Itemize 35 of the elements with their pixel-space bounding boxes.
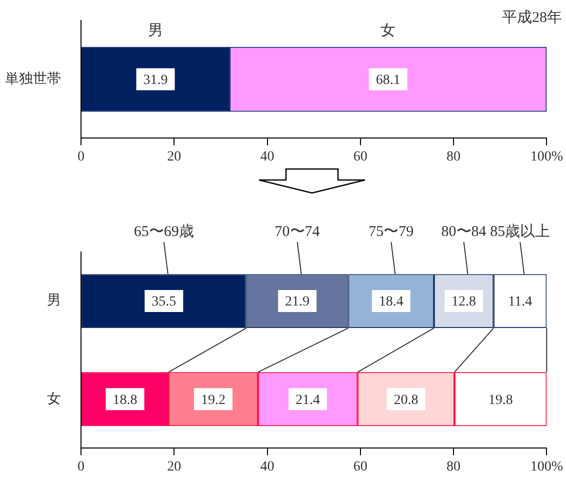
- x-tick-label: 80: [446, 459, 461, 474]
- text: 80〜84: [441, 224, 487, 240]
- data-label: 31.9: [143, 72, 168, 88]
- data-label: 21.4: [296, 392, 320, 408]
- text: 75〜79: [368, 224, 414, 240]
- data-label: 12.8: [452, 294, 476, 310]
- text: 85歳以上: [490, 222, 550, 240]
- data-label: 68.1: [376, 72, 400, 88]
- series-label: 女: [380, 22, 396, 39]
- data-label: 18.4: [378, 294, 404, 310]
- x-tick-label: 40: [260, 149, 274, 164]
- x-tick-label: 60: [353, 149, 368, 164]
- x-tick-label: 0: [78, 149, 84, 164]
- data-label: 19.2: [201, 392, 226, 408]
- y-tick-label: 女: [47, 390, 61, 407]
- data-label: 11.4: [508, 294, 532, 310]
- x-tick-label: 60: [353, 459, 368, 474]
- x-tick-label: 20: [167, 459, 182, 474]
- data-label: 21.9: [285, 294, 310, 310]
- text: 70〜74: [274, 224, 320, 240]
- text: 65〜69歳: [134, 222, 194, 240]
- x-tick-label: 40: [260, 459, 274, 474]
- x-tick-label: 100%: [530, 149, 564, 164]
- series-label: 男: [148, 22, 164, 39]
- y-tick-label: 男: [47, 294, 61, 309]
- data-label: 18.8: [112, 392, 138, 408]
- x-tick-label: 100%: [530, 459, 564, 474]
- x-tick-label: 80: [446, 149, 461, 164]
- x-tick-label: 0: [78, 459, 84, 474]
- data-label: 20.8: [394, 392, 418, 408]
- data-label: 35.5: [152, 294, 176, 310]
- x-tick-label: 20: [167, 149, 182, 164]
- data-label: 19.8: [488, 392, 513, 408]
- text: 平成28年: [502, 8, 562, 26]
- y-tick-label: 単独世帯: [5, 70, 61, 87]
